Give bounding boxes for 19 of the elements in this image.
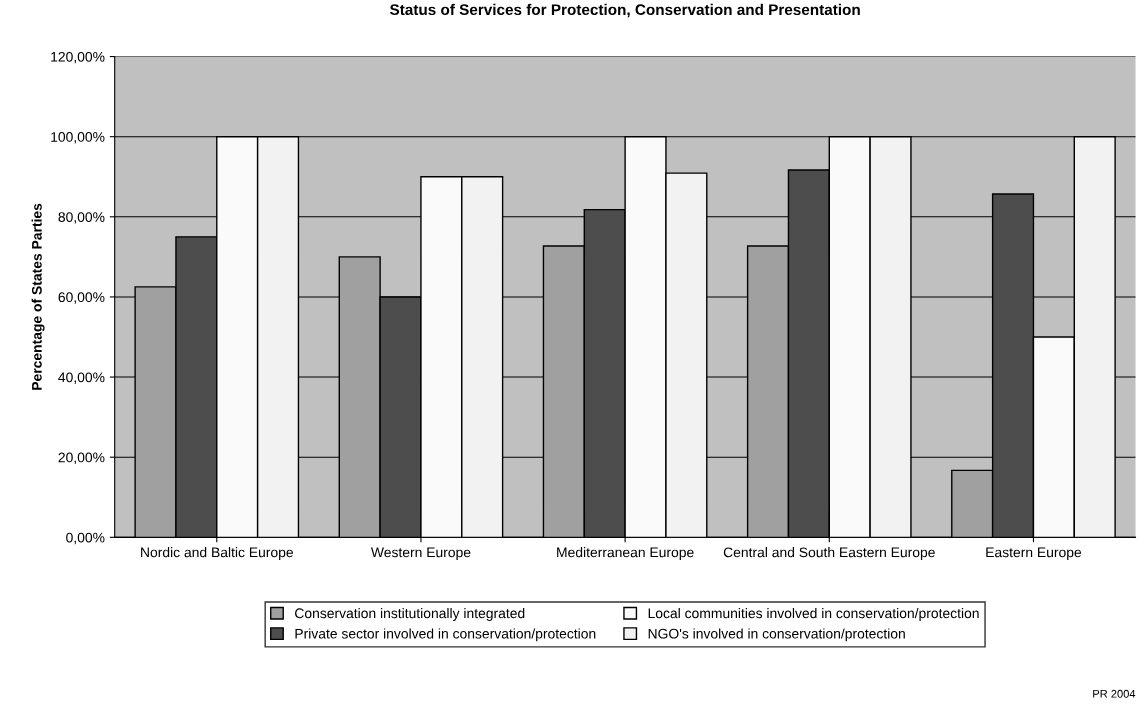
y-tick-label: 120,00% [51, 51, 105, 64]
y-tick-label: 80,00% [58, 212, 105, 224]
x-tick-label: Western Europe [370, 547, 471, 560]
legend-label: Private sector involved in conservation/protection [295, 628, 596, 642]
legend-label: Conservation institutionally integrated [295, 608, 525, 621]
chart-title: Status of Services for Protection, Conservation and Presentation [389, 3, 860, 18]
x-tick-label: Nordic and Baltic Europe [141, 547, 293, 560]
y-tick-label: 40,00% [58, 372, 105, 384]
y-tick-label: 60,00% [58, 292, 105, 304]
x-tick-label: Eastern Europe [986, 547, 1082, 560]
legend-label: Local communities involved in conservation/protection [648, 608, 979, 621]
y-axis-title: Percentage of States Parties [31, 203, 45, 390]
text: PR 2004 [1093, 689, 1136, 698]
y-tick-label: 0,00% [66, 532, 105, 545]
y-tick-label: 100,00% [51, 132, 105, 144]
legend-label: NGO's involved in conservation/protection [648, 628, 905, 642]
x-tick-label: Mediterranean Europe [557, 547, 694, 560]
y-tick-label: 20,00% [58, 452, 105, 464]
x-tick-label: Central and South Eastern Europe [723, 547, 935, 560]
